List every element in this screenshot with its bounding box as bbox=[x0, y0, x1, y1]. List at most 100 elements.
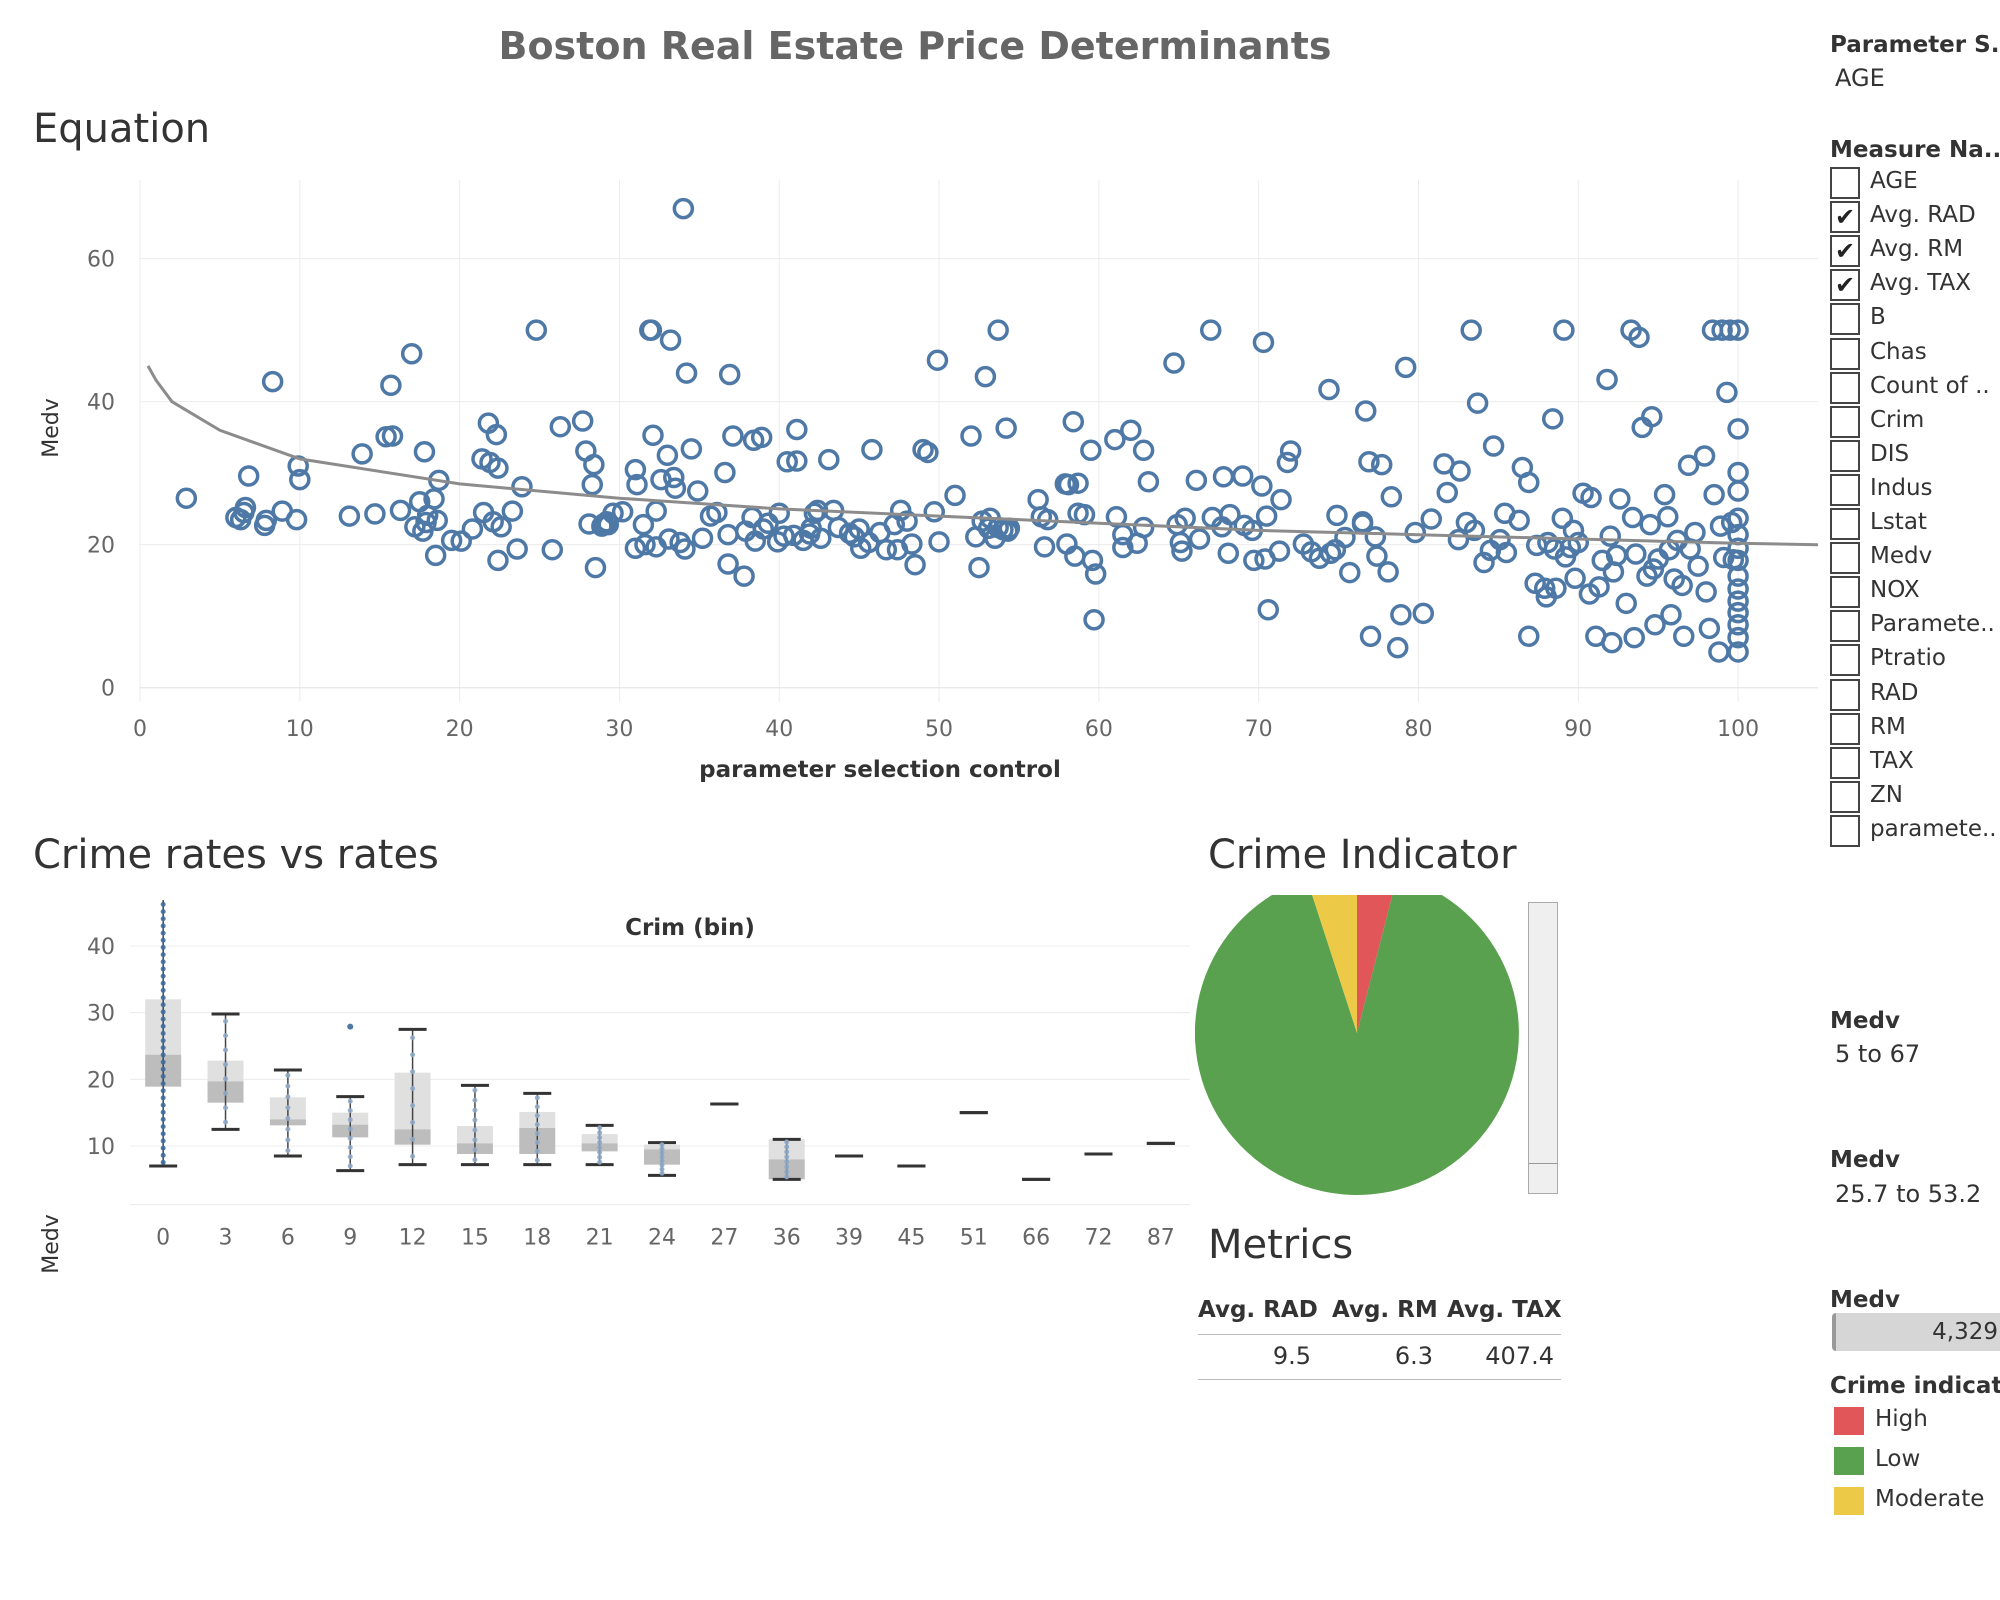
scatter-point[interactable] bbox=[1067, 472, 1089, 494]
scatter-point[interactable] bbox=[1727, 549, 1749, 572]
scatter-point[interactable] bbox=[1212, 466, 1235, 488]
parameter-selector-value[interactable]: AGE bbox=[1835, 64, 1885, 92]
scatter-point[interactable] bbox=[1545, 577, 1567, 600]
scatter-point[interactable] bbox=[1727, 601, 1749, 624]
scatter-point[interactable] bbox=[926, 349, 949, 371]
scatter-point[interactable] bbox=[1727, 578, 1749, 600]
measure-checkbox[interactable] bbox=[1830, 576, 1860, 609]
scatter-point[interactable] bbox=[642, 424, 664, 447]
measure-option[interactable]: AGE bbox=[1830, 166, 2000, 200]
scatter-point[interactable] bbox=[664, 477, 687, 499]
scatter-point[interactable] bbox=[584, 556, 607, 579]
medv-slider[interactable]: 4,329 bbox=[1832, 1313, 2000, 1351]
scatter-point[interactable] bbox=[1716, 381, 1738, 404]
scatter-point[interactable] bbox=[1120, 419, 1142, 442]
box-group[interactable] bbox=[644, 1141, 680, 1177]
scatter-point[interactable] bbox=[1169, 531, 1192, 554]
scatter-point[interactable] bbox=[1420, 508, 1443, 530]
box-group[interactable] bbox=[394, 1027, 431, 1167]
scatter-point[interactable] bbox=[525, 319, 548, 341]
measure-checkbox[interactable] bbox=[1830, 167, 1860, 199]
scatter-point[interactable] bbox=[413, 440, 436, 463]
scatter-point[interactable] bbox=[1390, 604, 1412, 626]
scatter-point[interactable] bbox=[1460, 319, 1482, 341]
measure-checkbox[interactable] bbox=[1830, 405, 1860, 438]
box-group[interactable] bbox=[456, 1083, 493, 1167]
scatter-point[interactable] bbox=[901, 533, 923, 555]
crime-box-plot[interactable]: Crim (bin) 10203040506070036912151821242… bbox=[0, 900, 1200, 1600]
scatter-point[interactable] bbox=[626, 473, 648, 496]
scatter-point[interactable] bbox=[722, 425, 744, 447]
scatter-point[interactable] bbox=[674, 538, 696, 560]
scatter-point[interactable] bbox=[1482, 435, 1505, 457]
measure-option[interactable]: ZN bbox=[1830, 780, 2000, 814]
scatter-point[interactable] bbox=[768, 502, 790, 524]
scatter-point[interactable] bbox=[675, 362, 698, 384]
scatter-point[interactable] bbox=[1137, 471, 1160, 493]
scatter-point[interactable] bbox=[1615, 592, 1637, 615]
scatter-point[interactable] bbox=[490, 516, 512, 538]
box-group[interactable] bbox=[332, 900, 369, 1173]
scatter-point[interactable] bbox=[917, 441, 939, 464]
scatter-point[interactable] bbox=[380, 374, 402, 396]
scatter-point[interactable] bbox=[1703, 483, 1725, 506]
scatter-point[interactable] bbox=[1727, 480, 1749, 502]
measure-checkbox[interactable] bbox=[1830, 303, 1860, 336]
scatter-point[interactable] bbox=[658, 528, 680, 550]
scatter-point[interactable] bbox=[424, 544, 447, 567]
measure-checkbox[interactable]: ✔ bbox=[1830, 269, 1860, 302]
scatter-point[interactable] bbox=[1567, 531, 1590, 554]
scatter-point[interactable] bbox=[1709, 515, 1732, 537]
scatter-point[interactable] bbox=[1449, 460, 1471, 482]
scatter-point[interactable] bbox=[1104, 428, 1126, 451]
scatter-point[interactable] bbox=[904, 553, 926, 576]
scatter-point[interactable] bbox=[1219, 503, 1241, 526]
scatter-point[interactable] bbox=[1628, 326, 1650, 349]
scatter-point[interactable] bbox=[659, 329, 682, 351]
scatter-point[interactable] bbox=[1657, 506, 1679, 528]
scatter-point[interactable] bbox=[571, 410, 594, 432]
box-group[interactable] bbox=[145, 900, 182, 1168]
scatter-point[interactable] bbox=[1609, 488, 1631, 510]
scatter-point[interactable] bbox=[1727, 537, 1749, 560]
scatter-point[interactable] bbox=[1495, 541, 1518, 564]
scatter-point[interactable] bbox=[485, 423, 508, 446]
scatter-point[interactable] bbox=[1623, 626, 1645, 649]
scatter-point[interactable] bbox=[1473, 551, 1495, 574]
scatter-point[interactable] bbox=[1163, 352, 1185, 374]
measure-option[interactable]: Indus bbox=[1830, 473, 2000, 507]
scatter-point[interactable] bbox=[234, 496, 257, 519]
scatter-point[interactable] bbox=[1318, 378, 1340, 401]
scatter-point[interactable] bbox=[1711, 319, 1733, 341]
scatter-point[interactable] bbox=[1252, 331, 1275, 354]
scatter-point[interactable] bbox=[714, 461, 736, 484]
scatter-point[interactable] bbox=[1268, 540, 1291, 562]
scatter-point[interactable] bbox=[1251, 475, 1273, 497]
measure-checkbox[interactable] bbox=[1830, 473, 1860, 506]
scatter-point[interactable] bbox=[1062, 410, 1085, 433]
measure-option[interactable]: ✔ Avg. TAX bbox=[1830, 268, 2000, 302]
outlier-point[interactable] bbox=[347, 1023, 354, 1030]
measure-option[interactable]: Paramete.. bbox=[1830, 609, 2000, 643]
scatter-point[interactable] bbox=[818, 448, 840, 471]
scatter-point[interactable] bbox=[487, 549, 509, 572]
scatter-point[interactable] bbox=[261, 370, 284, 393]
scatter-point[interactable] bbox=[1027, 488, 1049, 511]
scatter-point[interactable] bbox=[541, 538, 564, 561]
scrollbar-thumb[interactable] bbox=[1529, 1163, 1557, 1164]
scatter-point[interactable] bbox=[1687, 555, 1709, 577]
scatter-point[interactable] bbox=[896, 510, 918, 532]
scatter-point[interactable] bbox=[656, 444, 679, 467]
scatter-point[interactable] bbox=[1132, 439, 1155, 462]
box-group[interactable] bbox=[519, 1091, 556, 1167]
scatter-point[interactable] bbox=[1533, 577, 1556, 600]
measure-option[interactable]: Medv bbox=[1830, 541, 2000, 575]
scatter-point[interactable] bbox=[634, 533, 656, 556]
scatter-point[interactable] bbox=[1517, 471, 1540, 494]
scatter-point[interactable] bbox=[752, 518, 775, 540]
scatter-point[interactable] bbox=[1081, 549, 1104, 572]
scatter-point[interactable] bbox=[1377, 561, 1399, 583]
scatter-point[interactable] bbox=[1580, 486, 1602, 509]
scatter-point[interactable] bbox=[717, 523, 739, 546]
scatter-point[interactable] bbox=[1270, 488, 1292, 511]
